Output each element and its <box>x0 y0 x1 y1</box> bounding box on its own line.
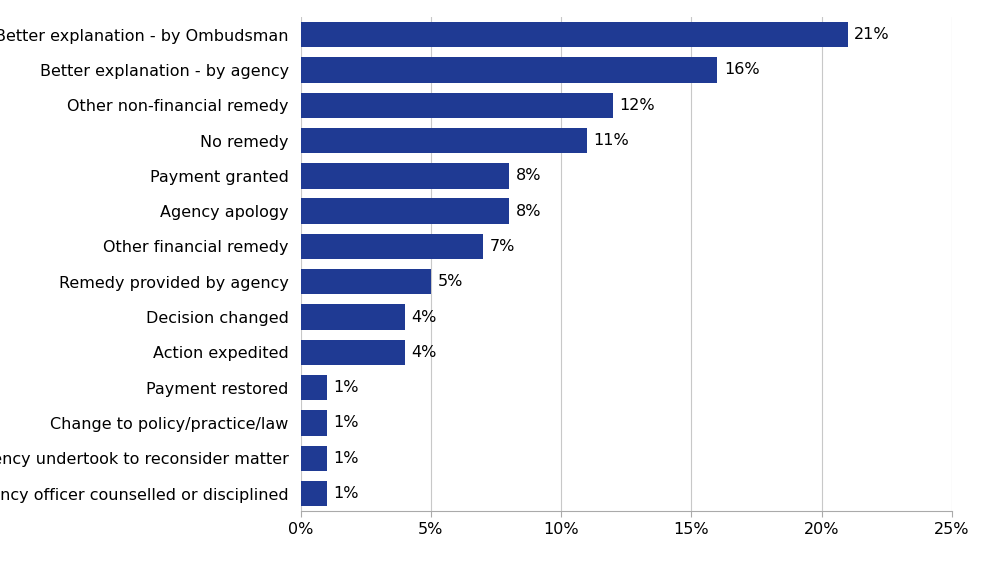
Bar <box>301 22 848 47</box>
Text: 12%: 12% <box>619 98 655 113</box>
Text: 1%: 1% <box>333 486 359 501</box>
Text: 11%: 11% <box>593 133 629 148</box>
Text: 5%: 5% <box>437 274 463 289</box>
Bar <box>301 304 405 330</box>
Text: 8%: 8% <box>515 168 541 183</box>
Text: 1%: 1% <box>333 415 359 431</box>
Text: 1%: 1% <box>333 380 359 395</box>
Bar <box>301 340 405 365</box>
Bar <box>301 163 509 189</box>
Text: 8%: 8% <box>515 204 541 219</box>
Bar <box>301 234 483 259</box>
Bar <box>301 481 327 506</box>
Bar <box>301 410 327 436</box>
Text: 1%: 1% <box>333 451 359 466</box>
Bar <box>301 375 327 400</box>
Bar <box>301 57 717 83</box>
Bar <box>301 198 509 224</box>
Text: 7%: 7% <box>489 239 515 254</box>
Text: 21%: 21% <box>854 27 890 42</box>
Bar <box>301 128 587 153</box>
Bar <box>301 445 327 471</box>
Bar <box>301 93 613 118</box>
Text: 16%: 16% <box>723 62 760 77</box>
Text: 4%: 4% <box>411 310 437 324</box>
Text: 4%: 4% <box>411 345 437 360</box>
Bar <box>301 269 431 294</box>
